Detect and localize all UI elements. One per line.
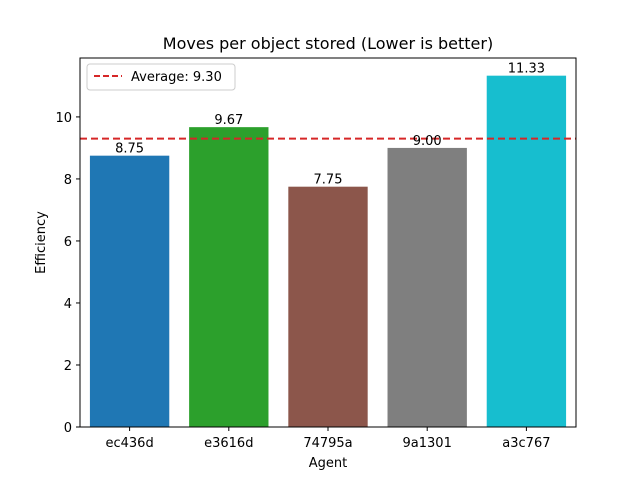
x-tick-label-ec436d: ec436d	[105, 436, 153, 451]
bar-ec436d	[89, 155, 170, 428]
y-tick-label: 8	[64, 173, 72, 188]
x-tick-label-e3616d: e3616d	[204, 436, 253, 451]
x-axis: ec436d e3616d 74795a 9a1301 a3c767	[105, 427, 551, 451]
y-tick-label: 6	[64, 235, 72, 250]
bar-labels-group: 8.75 9.67 7.75 9.00 11.33	[115, 62, 545, 188]
bar-9a1301	[387, 147, 467, 427]
x-tick-label-74795a: 74795a	[303, 436, 352, 451]
x-tick-label-9a1301: 9a1301	[403, 436, 452, 451]
x-tick-label-a3c767: a3c767	[502, 436, 550, 451]
y-tick-label: 10	[55, 111, 72, 126]
y-tick-label: 0	[64, 421, 72, 436]
bar-value-label-9a1301: 9.00	[413, 134, 442, 149]
y-tick-label: 2	[64, 359, 72, 374]
plot-frame	[79, 57, 577, 428]
bar-value-label-e3616d: 9.67	[214, 113, 243, 128]
bar-value-label-a3c767: 11.33	[508, 62, 545, 77]
legend-box	[86, 63, 236, 91]
bar-a3c767	[486, 75, 567, 427]
y-axis-title: Efficiency	[34, 211, 49, 274]
legend-entry-average: Average: 9.30	[131, 70, 222, 85]
chart-title: Moves per object stored (Lower is better…	[163, 34, 493, 53]
legend: Average: 9.30	[86, 63, 236, 91]
bar-e3616d	[189, 127, 269, 427]
y-tick-label: 4	[64, 297, 72, 312]
bar-value-label-74795a: 7.75	[314, 173, 343, 188]
bars-group	[89, 75, 567, 428]
y-axis: 0 2 4 6 8 10	[55, 111, 80, 436]
bar-value-label-ec436d: 8.75	[115, 142, 144, 157]
bar-74795a	[288, 186, 368, 427]
x-axis-title: Agent	[309, 456, 347, 471]
